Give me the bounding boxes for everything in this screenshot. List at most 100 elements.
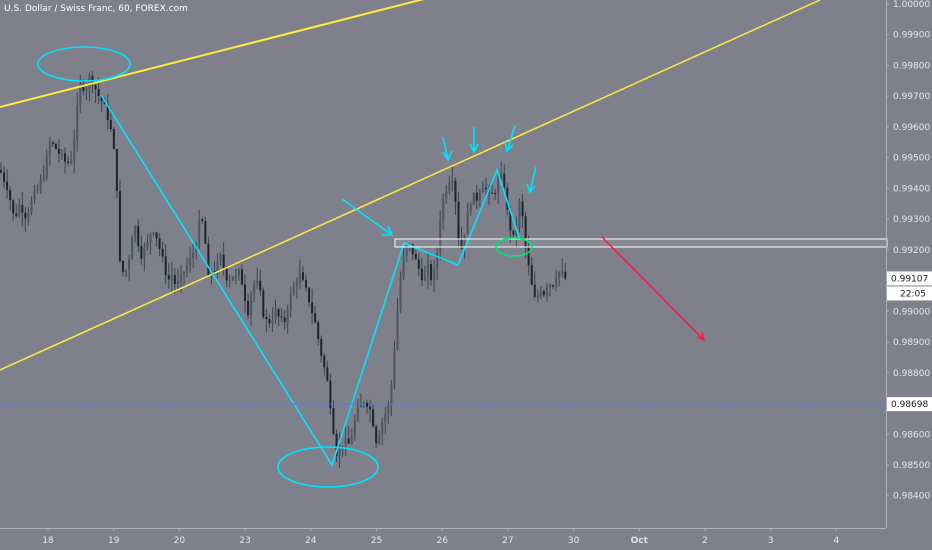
price-tick-label: 0.99500 [893, 154, 930, 164]
candle-body [329, 380, 332, 409]
countdown-badge-bg [887, 286, 932, 301]
top-circle-mark[interactable] [37, 46, 131, 82]
channel-trendline[interactable] [0, 0, 821, 371]
candle-body [335, 433, 338, 456]
red-arrow[interactable] [601, 236, 706, 342]
candle-body [228, 280, 231, 282]
green-circle-mark[interactable] [495, 237, 533, 257]
candle-body [417, 259, 420, 269]
upper-trendline[interactable] [0, 0, 425, 108]
candle-body [149, 233, 152, 243]
candle-body [478, 192, 481, 201]
candle-body [42, 177, 45, 180]
pointer-arrow-4-head[interactable] [526, 183, 536, 194]
candle-body [9, 190, 12, 201]
candle-body [375, 426, 378, 444]
candle-body [494, 192, 497, 194]
candle-body [64, 153, 67, 162]
candle-body [283, 317, 286, 323]
candle-body [359, 403, 362, 408]
candle-body [204, 221, 207, 244]
price-tick-label: 0.98400 [893, 492, 930, 502]
candle-body [524, 216, 527, 248]
alert-badge-label: 0.98698 [891, 400, 928, 410]
candle-body [131, 237, 134, 260]
pointer-arrow-left-head[interactable] [382, 225, 394, 236]
resistance-zone[interactable] [394, 238, 888, 248]
candle-body [481, 187, 484, 193]
candle-body [484, 187, 487, 190]
candle-body [442, 198, 445, 221]
candle-body [164, 256, 167, 276]
price-tick-label: 0.99800 [893, 61, 930, 71]
time-tick-label: 19 [108, 536, 120, 546]
pointer-arrow-4[interactable] [529, 166, 537, 193]
pointer-arrow-3-head[interactable] [504, 141, 514, 153]
candle-body [118, 191, 121, 261]
candle-body [497, 179, 500, 194]
candle-body [326, 367, 329, 381]
time-tick-label: 4 [834, 536, 840, 546]
candle-body [222, 254, 225, 268]
candle-body [445, 191, 448, 199]
pointer-arrow-1-head[interactable] [442, 150, 453, 162]
pointer-arrow-2-head[interactable] [469, 143, 479, 154]
candle-body [314, 313, 317, 323]
candle-body [393, 349, 396, 384]
candle-body [536, 295, 539, 297]
candle-body [491, 192, 494, 194]
candle-body [45, 155, 48, 178]
candle-body [207, 243, 210, 276]
time-tick-label: 25 [371, 536, 382, 546]
candle-body [179, 273, 182, 282]
candles-layer [0, 70, 567, 468]
candle-body [533, 284, 536, 297]
pointer-arrow-1[interactable] [442, 136, 449, 161]
candle-body [253, 283, 256, 294]
candle-body [420, 268, 423, 281]
candle-body [448, 182, 451, 192]
time-tick-label: 20 [174, 536, 186, 546]
pointer-arrow-3[interactable] [506, 125, 516, 152]
pointer-arrow-left[interactable] [341, 198, 393, 236]
candle-body [234, 275, 237, 277]
candle-body [213, 271, 216, 273]
candle-body [39, 179, 42, 189]
candle-body [542, 291, 545, 296]
candle-body [109, 120, 112, 129]
candle-body [381, 422, 384, 435]
candle-body [338, 445, 341, 456]
candle-body [103, 101, 106, 105]
candle-body [61, 153, 63, 155]
candle-body [463, 234, 466, 249]
candle-body [27, 212, 30, 219]
time-axis[interactable]: 18 19 20 23 24 25 26 27 30 Oct 2 3 4 [0, 528, 886, 546]
candle-body [433, 268, 436, 281]
candle-body [161, 248, 164, 257]
candle-body [301, 272, 304, 281]
candle-body [183, 271, 185, 274]
candle-body [311, 302, 314, 314]
candle-body [189, 258, 192, 267]
candle-body [57, 148, 60, 154]
candle-body [405, 245, 408, 256]
candle-body [369, 406, 372, 410]
candle-body [265, 316, 268, 320]
candle-body [500, 173, 503, 180]
annotations-layer [37, 46, 537, 488]
candle-body [137, 225, 140, 247]
candle-body [237, 269, 240, 276]
bottom-circle-mark[interactable] [277, 446, 379, 488]
last-price-badge: 0.99107 22:05 [887, 271, 932, 301]
candle-body [387, 405, 390, 415]
candle-body [411, 243, 414, 255]
candle-body [344, 438, 347, 446]
zigzag-pattern[interactable] [100, 94, 521, 467]
candle-body [106, 104, 109, 121]
time-tick-label: 27 [502, 536, 513, 546]
candle-body [76, 105, 79, 140]
candle-body [399, 277, 402, 310]
